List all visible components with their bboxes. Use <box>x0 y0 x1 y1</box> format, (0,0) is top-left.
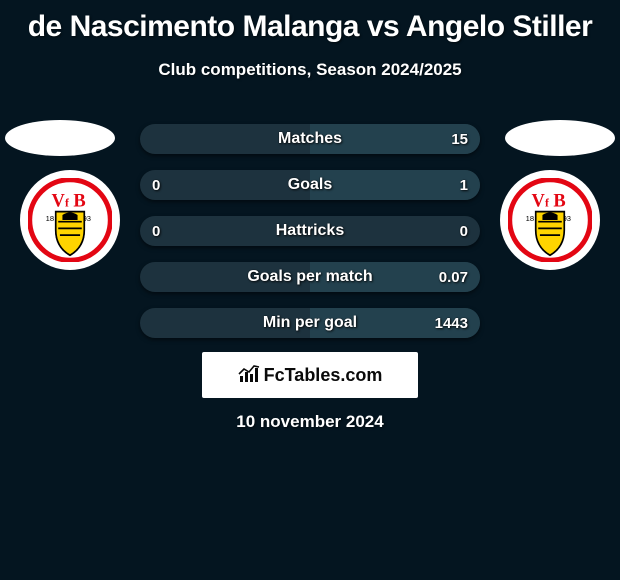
stat-label: Matches <box>140 124 480 154</box>
stat-row: Min per goal1443 <box>140 308 480 338</box>
svg-text:18: 18 <box>46 214 54 223</box>
brand-box: FcTables.com <box>202 352 418 398</box>
player-right-avatar-placeholder <box>505 120 615 156</box>
svg-text:V: V <box>532 191 546 211</box>
subtitle: Club competitions, Season 2024/2025 <box>0 60 620 80</box>
stat-value-right: 15 <box>451 124 468 154</box>
vfb-stuttgart-crest-icon: V f B 18 93 <box>508 178 592 262</box>
stat-value-right: 0 <box>460 216 468 246</box>
svg-text:B: B <box>73 191 85 211</box>
stat-value-right: 1443 <box>435 308 468 338</box>
svg-text:18: 18 <box>526 214 534 223</box>
page-title: de Nascimento Malanga vs Angelo Stiller <box>0 0 620 44</box>
stat-value-right: 1 <box>460 170 468 200</box>
vfb-stuttgart-crest-icon: V f B 18 93 <box>28 178 112 262</box>
stat-label: Min per goal <box>140 308 480 338</box>
stat-value-right: 0.07 <box>439 262 468 292</box>
club-badge-left: V f B 18 93 <box>20 170 120 270</box>
stat-label: Hattricks <box>140 216 480 246</box>
club-badge-right: V f B 18 93 <box>500 170 600 270</box>
stat-row: 0Hattricks0 <box>140 216 480 246</box>
stat-label: Goals per match <box>140 262 480 292</box>
stat-label: Goals <box>140 170 480 200</box>
stat-row: Goals per match0.07 <box>140 262 480 292</box>
bar-chart-icon <box>238 366 260 384</box>
date-text: 10 november 2024 <box>0 412 620 432</box>
svg-text:V: V <box>52 191 66 211</box>
stats-container: Matches150Goals10Hattricks0Goals per mat… <box>140 124 480 354</box>
brand-text: FcTables.com <box>264 365 383 386</box>
stat-row: 0Goals1 <box>140 170 480 200</box>
svg-text:B: B <box>553 191 565 211</box>
stat-row: Matches15 <box>140 124 480 154</box>
player-left-avatar-placeholder <box>5 120 115 156</box>
